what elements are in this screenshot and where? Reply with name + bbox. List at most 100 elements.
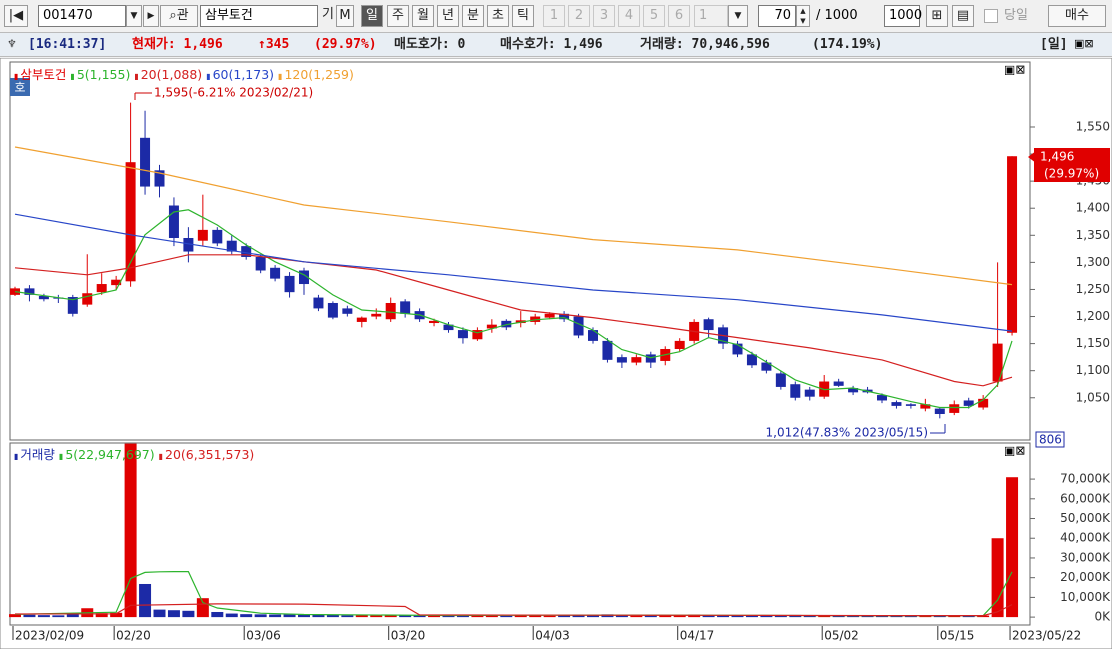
volume-bar <box>399 615 412 618</box>
volume-bar <box>861 615 874 618</box>
select[interactable]: 1 <box>694 5 728 27</box>
number-button[interactable]: 2 <box>568 5 590 27</box>
volume-bar <box>630 615 643 618</box>
period-button[interactable]: 월 <box>412 5 434 27</box>
candle-body <box>400 301 411 314</box>
volume-bar <box>587 615 599 618</box>
candle-body <box>111 279 122 286</box>
period-button[interactable]: 일 <box>361 5 383 27</box>
volume-bar <box>37 615 50 618</box>
legend-label: 20(6,351,573) <box>165 447 255 462</box>
total-input[interactable]: 1000 <box>884 5 922 27</box>
checkbox[interactable] <box>984 9 998 23</box>
buy-button[interactable]: 매수 <box>1048 5 1106 27</box>
x-tick-label: 03/20 <box>391 629 426 643</box>
number-button[interactable]: 5 <box>643 5 665 27</box>
legend-swatch: ▮ <box>158 452 164 461</box>
candle-body <box>270 267 281 279</box>
spinner[interactable]: ▲ ▼ <box>796 5 810 27</box>
volume-bar <box>254 614 267 618</box>
volume-bar <box>572 614 585 618</box>
price-box <box>1034 148 1110 182</box>
volume-bar <box>731 615 744 618</box>
period-button[interactable]: 년 <box>437 5 459 27</box>
volume-pane <box>9 442 1031 626</box>
y-tick-label: 1,250 <box>1076 282 1110 296</box>
x-tick-label: 2023/02/09 <box>15 629 84 643</box>
candle-body <box>1007 156 1018 333</box>
icon-button[interactable]: ▤ <box>952 5 974 27</box>
volume-bar <box>124 443 137 618</box>
number-button[interactable]: 6 <box>668 5 690 27</box>
y-tick-label: 1,050 <box>1076 390 1110 404</box>
name-input[interactable]: 삼부토건 <box>200 5 318 27</box>
period-button[interactable]: 주 <box>387 5 409 27</box>
period-button[interactable]: 분 <box>462 5 484 27</box>
y-tick-label: 1,200 <box>1076 309 1110 323</box>
volume-bar <box>673 615 686 618</box>
side-tab-label: 호 <box>14 81 25 95</box>
volume: 거래량: 70,946,596 <box>640 37 770 52</box>
volume-bar <box>23 614 36 618</box>
volume-bar <box>717 615 730 618</box>
search-button[interactable]: ⌕관 <box>160 5 198 27</box>
legend-label: 120(1,259) <box>284 67 354 82</box>
count-input[interactable]: 70 <box>758 5 796 27</box>
volume-bar <box>962 615 975 618</box>
volume-bar <box>370 615 383 618</box>
legend-label: 거래량 <box>20 447 55 462</box>
candle-body <box>472 330 483 340</box>
dropdown[interactable]: ▼ <box>126 5 142 27</box>
code-input[interactable]: 001470 <box>38 5 126 27</box>
candle-body <box>154 170 165 187</box>
volume-bar <box>514 615 527 618</box>
volume-bar <box>456 615 469 618</box>
pane-icons[interactable]: ▣⊠ <box>1004 63 1025 77</box>
number-button[interactable]: 1 <box>543 5 565 27</box>
volume-bar <box>529 615 542 618</box>
button[interactable]: M <box>336 5 354 27</box>
select-arrow[interactable]: ▼ <box>728 5 748 27</box>
button[interactable]: 기 <box>322 7 334 22</box>
current-price: 현재가: 1,496 <box>132 37 223 52</box>
candle-body <box>96 284 107 293</box>
side-tab[interactable] <box>10 78 30 96</box>
volume-bar <box>876 615 888 618</box>
candle-body <box>197 229 208 241</box>
volume-bar <box>384 614 397 618</box>
legend-swatch: ▮ <box>206 72 211 81</box>
candle-body <box>761 362 772 371</box>
y-tick-label: 30,000K <box>1060 550 1111 564</box>
candle-body <box>775 373 786 387</box>
period-button[interactable]: 틱 <box>512 5 534 27</box>
legend-label: 5(1,155) <box>76 67 131 82</box>
y-tick-label: 0K <box>1094 610 1111 624</box>
volume-bar <box>413 615 426 618</box>
x-tick-label: 04/17 <box>680 629 715 643</box>
volume-bar <box>355 615 368 618</box>
first-button[interactable]: |◀ <box>4 5 28 27</box>
candle-body <box>674 340 685 350</box>
candle-body <box>905 404 916 406</box>
legend-swatch: ▮ <box>134 72 139 81</box>
legend-swatch: ▮ <box>70 72 75 81</box>
ask: 매도호가: 0 <box>394 37 466 52</box>
volume-bar <box>702 615 715 618</box>
volume-bar <box>66 614 79 618</box>
window-icons[interactable]: ▣⊠ <box>1074 37 1094 50</box>
icon-button[interactable]: ⊞ <box>926 5 948 27</box>
candle-body <box>891 402 902 406</box>
volume-bar <box>659 615 672 618</box>
candle-body <box>443 324 454 331</box>
pane-icons[interactable]: ▣⊠ <box>1004 444 1025 458</box>
volume-bar <box>110 612 123 618</box>
price-pane <box>9 61 1031 441</box>
number-button[interactable]: 3 <box>593 5 615 27</box>
candle-body <box>299 270 309 285</box>
period-button[interactable]: 초 <box>487 5 509 27</box>
number-button[interactable]: 4 <box>618 5 640 27</box>
volume-bar <box>167 610 180 618</box>
next-button[interactable]: ▶ <box>143 5 159 27</box>
candle-body <box>226 240 237 252</box>
